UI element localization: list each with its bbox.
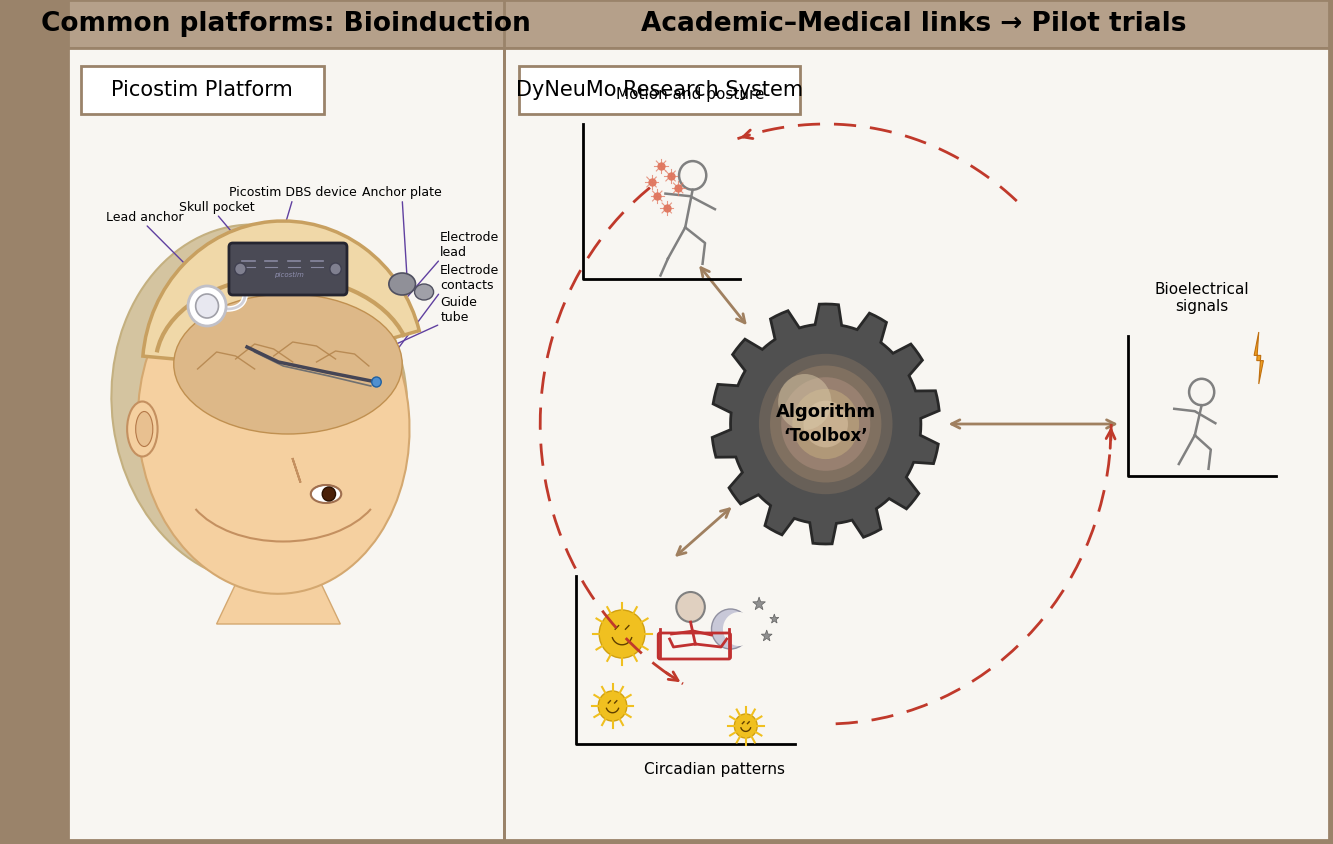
Bar [68, 0, 1329, 48]
Polygon shape [753, 597, 765, 609]
Ellipse shape [389, 273, 416, 295]
Circle shape [188, 286, 227, 326]
Text: Guide
tube: Guide tube [440, 296, 477, 324]
Circle shape [778, 374, 832, 430]
Polygon shape [769, 614, 778, 623]
FancyBboxPatch shape [81, 66, 324, 114]
FancyBboxPatch shape [520, 66, 800, 114]
Circle shape [235, 263, 247, 275]
Ellipse shape [311, 485, 341, 503]
Text: Lead anchor: Lead anchor [107, 211, 184, 224]
Ellipse shape [137, 254, 409, 594]
Polygon shape [1254, 332, 1264, 384]
Circle shape [804, 401, 848, 447]
Polygon shape [712, 304, 940, 544]
Text: Common platforms: Bioinduction: Common platforms: Bioinduction [41, 11, 531, 37]
Text: ‘Toolbox’: ‘Toolbox’ [784, 427, 868, 445]
Text: Motion and posture: Motion and posture [616, 87, 764, 102]
Point [647, 189, 668, 203]
Text: Skull pocket: Skull pocket [179, 201, 255, 214]
Text: Anchor plate: Anchor plate [363, 186, 443, 199]
Bar [68, 48, 504, 840]
Ellipse shape [127, 402, 157, 457]
Circle shape [770, 365, 881, 483]
Circle shape [323, 487, 336, 501]
Point [651, 160, 672, 173]
Wedge shape [143, 221, 420, 369]
Circle shape [781, 377, 870, 471]
Text: Electrode
lead: Electrode lead [440, 231, 500, 259]
Circle shape [196, 294, 219, 318]
Circle shape [329, 263, 341, 275]
Circle shape [712, 609, 749, 649]
Text: Bioelectrical
signals: Bioelectrical signals [1154, 282, 1249, 314]
Text: Circadian patterns: Circadian patterns [644, 762, 785, 777]
Circle shape [758, 354, 893, 495]
Ellipse shape [136, 412, 153, 446]
Polygon shape [761, 630, 772, 641]
Text: Picostim DBS device: Picostim DBS device [229, 186, 357, 199]
Text: Academic–Medical links → Pilot trials: Academic–Medical links → Pilot trials [641, 11, 1186, 37]
FancyBboxPatch shape [229, 243, 347, 295]
Point [641, 176, 663, 189]
Text: Electrode
contacts: Electrode contacts [440, 264, 500, 292]
Circle shape [722, 612, 756, 646]
Circle shape [372, 377, 381, 387]
Circle shape [734, 714, 757, 738]
Text: DyNeuMo Research System: DyNeuMo Research System [516, 80, 802, 100]
Point [656, 201, 677, 214]
Text: Algorithm: Algorithm [776, 403, 876, 421]
Ellipse shape [112, 225, 408, 583]
Point [668, 181, 689, 195]
Text: picostim: picostim [273, 272, 304, 278]
Point [660, 170, 681, 183]
Circle shape [599, 691, 627, 721]
Circle shape [600, 610, 645, 658]
Ellipse shape [415, 284, 433, 300]
Circle shape [792, 389, 858, 459]
Ellipse shape [173, 294, 403, 434]
Polygon shape [216, 584, 340, 624]
Text: Picostim Platform: Picostim Platform [112, 80, 293, 100]
Circle shape [676, 592, 705, 622]
Bar [504, 48, 1329, 840]
